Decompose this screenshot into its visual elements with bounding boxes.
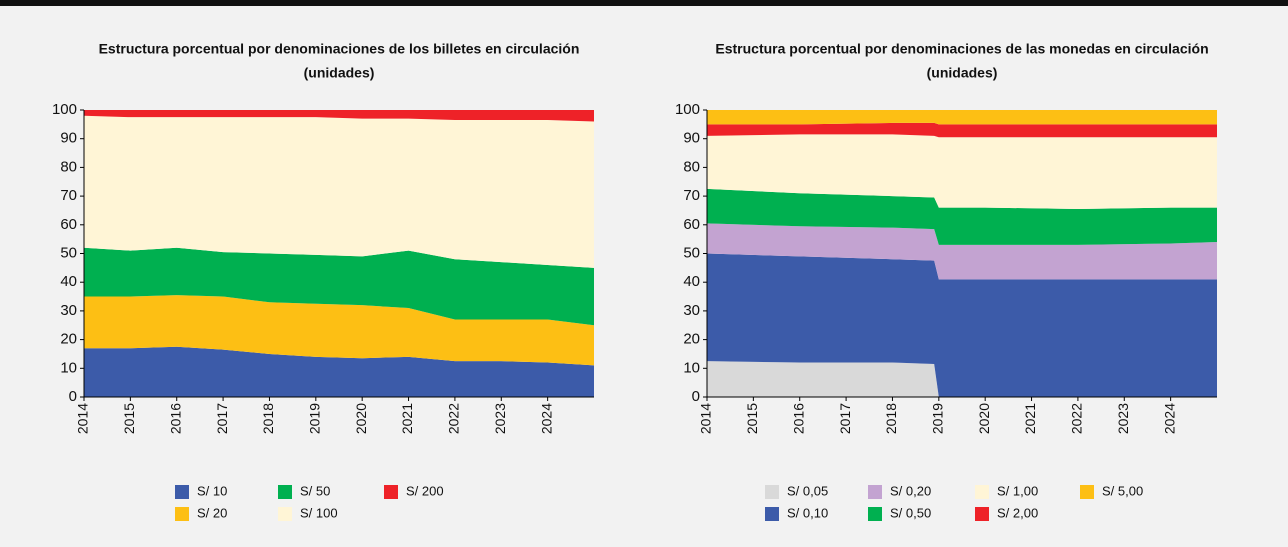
y-tick-label: 90 (60, 130, 77, 147)
x-tick-label: 2017 (837, 403, 853, 434)
x-tick-label: 2022 (446, 403, 462, 434)
y-tick-label: 20 (683, 331, 700, 348)
y-tick-label: 50 (683, 244, 700, 261)
y-tick-label: 0 (69, 388, 77, 405)
y-tick-label: 70 (683, 187, 700, 204)
x-tick-label: 2024 (538, 403, 554, 434)
x-tick-label: 2014 (75, 403, 91, 434)
area (707, 122, 1217, 138)
y-tick-label: 60 (60, 216, 77, 233)
legend-label: S/ 5,00 (1102, 483, 1143, 498)
top-bar (0, 0, 1288, 6)
legend-swatch (175, 507, 189, 521)
area (707, 110, 1217, 125)
x-tick-label: 2023 (1115, 403, 1131, 434)
legend-swatch (765, 485, 779, 499)
y-tick-label: 20 (60, 331, 77, 348)
x-tick-label: 2021 (399, 403, 415, 434)
area (84, 295, 594, 366)
x-tick-label: 2022 (1069, 403, 1085, 434)
legend-label: S/ 0,05 (787, 483, 828, 498)
y-tick-label: 40 (683, 273, 700, 290)
legend-swatch (278, 485, 292, 499)
y-tick-label: 90 (683, 130, 700, 147)
x-tick-label: 2017 (214, 403, 230, 434)
legend-swatch (765, 507, 779, 521)
legend-swatch (868, 507, 882, 521)
legend-label: S/ 20 (197, 505, 227, 520)
x-tick-label: 2014 (698, 403, 714, 434)
legend-swatch (278, 507, 292, 521)
legend-swatch (975, 485, 989, 499)
x-tick-label: 2019 (930, 403, 946, 434)
legend-label: S/ 200 (406, 483, 444, 498)
legend-label: S/ 1,00 (997, 483, 1038, 498)
legend-swatch (975, 507, 989, 521)
x-tick-label: 2019 (307, 403, 323, 434)
x-tick-label: 2023 (492, 403, 508, 434)
y-tick-label: 60 (683, 216, 700, 233)
y-tick-label: 70 (60, 187, 77, 204)
y-tick-label: 30 (683, 302, 700, 319)
legend-label: S/ 100 (300, 505, 338, 520)
legend-label: S/ 50 (300, 483, 330, 498)
y-tick-label: 0 (692, 388, 700, 405)
area (84, 110, 594, 122)
area (84, 346, 594, 397)
legend-swatch (868, 485, 882, 499)
x-tick-label: 2016 (790, 403, 806, 434)
x-tick-label: 2015 (121, 403, 137, 434)
legend-swatch (384, 485, 398, 499)
y-tick-label: 100 (52, 101, 77, 118)
y-tick-label: 10 (60, 359, 77, 376)
x-tick-label: 2016 (167, 403, 183, 434)
area (707, 223, 1217, 280)
area (707, 361, 1217, 397)
x-tick-label: 2024 (1161, 403, 1177, 434)
y-tick-label: 100 (675, 101, 700, 118)
chart-subtitle: (unidades) (304, 65, 375, 81)
legend-label: S/ 10 (197, 483, 227, 498)
chart-title: Estructura porcentual por denominaciones… (715, 41, 1208, 57)
chart-subtitle: (unidades) (927, 65, 998, 81)
legend-label: S/ 2,00 (997, 505, 1038, 520)
y-tick-label: 10 (683, 359, 700, 376)
y-tick-label: 30 (60, 302, 77, 319)
area (707, 188, 1217, 245)
x-tick-label: 2020 (353, 403, 369, 434)
y-tick-label: 80 (683, 158, 700, 175)
area (707, 134, 1217, 210)
legend-label: S/ 0,10 (787, 505, 828, 520)
area (707, 253, 1217, 397)
y-tick-label: 50 (60, 244, 77, 261)
x-tick-label: 2018 (883, 403, 899, 434)
x-tick-label: 2018 (260, 403, 276, 434)
x-tick-label: 2021 (1022, 403, 1038, 434)
y-tick-label: 80 (60, 158, 77, 175)
area (84, 115, 594, 268)
legend-label: S/ 0,50 (890, 505, 931, 520)
legend-swatch (175, 485, 189, 499)
y-tick-label: 40 (60, 273, 77, 290)
chart-title: Estructura porcentual por denominaciones… (99, 41, 580, 57)
area (84, 247, 594, 326)
x-tick-label: 2015 (744, 403, 760, 434)
x-tick-label: 2020 (976, 403, 992, 434)
legend-label: S/ 0,20 (890, 483, 931, 498)
legend-swatch (1080, 485, 1094, 499)
